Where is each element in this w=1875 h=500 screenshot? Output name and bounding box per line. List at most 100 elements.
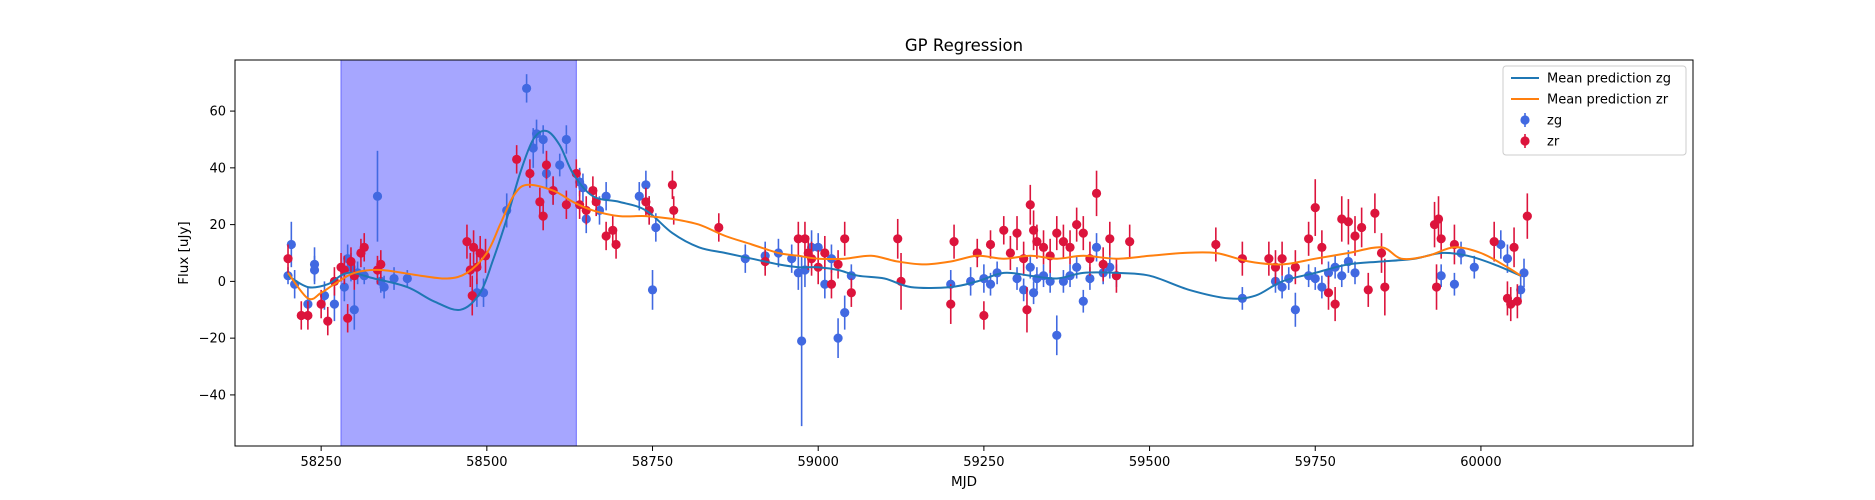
data-point-zr — [949, 237, 959, 247]
data-point-zg — [1469, 262, 1479, 272]
legend-label: zr — [1547, 135, 1560, 150]
data-point-zr — [1211, 239, 1221, 250]
data-point-zr — [1005, 248, 1015, 258]
data-point-zr — [359, 242, 369, 252]
data-point-zg — [372, 191, 383, 201]
data-point-zr — [376, 259, 386, 269]
data-point-zr — [1065, 242, 1075, 252]
data-point-zr — [826, 279, 837, 289]
data-point-zr — [1512, 296, 1522, 306]
data-point-zg — [1436, 271, 1446, 281]
x-tick-label: 59500 — [1129, 455, 1170, 470]
data-point-zg — [1449, 279, 1460, 289]
data-point-zr — [1290, 262, 1300, 272]
data-point-zg — [1519, 268, 1529, 278]
data-point-zr — [1310, 202, 1320, 213]
data-point-zr — [538, 211, 548, 221]
data-point-zg — [286, 239, 296, 250]
data-point-zg — [1317, 282, 1327, 292]
data-point-zr — [1509, 242, 1519, 252]
data-point-zg — [1091, 242, 1102, 252]
legend-box — [1502, 65, 1687, 156]
y-tick-label: −40 — [199, 388, 226, 403]
data-point-zr — [1330, 299, 1340, 309]
data-point-zr — [1343, 217, 1353, 227]
plot-frame — [234, 59, 1694, 447]
data-point-zr — [283, 254, 293, 264]
x-axis-ticks: 58250 58500 58750 59000 59250 59500 59750 60000 — [300, 446, 1502, 470]
data-point-zr — [525, 168, 535, 179]
data-point-zg — [1052, 330, 1062, 340]
data-point-zg — [813, 242, 823, 252]
data-point-zr — [1032, 237, 1042, 247]
y-tick-label: 0 — [218, 275, 226, 290]
data-point-zr — [467, 290, 477, 301]
data-point-zg — [561, 134, 571, 145]
mean-prediction-layer — [287, 129, 1522, 311]
data-point-zr — [1025, 200, 1035, 210]
y-tick-label: 40 — [209, 161, 226, 176]
data-point-zr — [946, 299, 956, 309]
y-axis-ticks: −40 −20 0 20 40 60 — [199, 105, 235, 403]
data-point-zr — [1098, 259, 1108, 269]
data-point-zr — [611, 239, 621, 250]
line-mean-prediction-zg — [287, 129, 1522, 311]
data-point-zg — [1310, 273, 1320, 284]
data-point-zr — [833, 259, 843, 269]
highlight-band — [340, 59, 577, 447]
data-point-zg — [985, 279, 996, 289]
data-point-zr — [800, 234, 810, 244]
line-mean-prediction-zr — [287, 183, 1522, 301]
data-point-zr — [1376, 248, 1387, 258]
x-tick-label: 58250 — [300, 455, 341, 470]
data-point-zr — [535, 197, 545, 207]
data-point-zg — [1277, 282, 1287, 292]
data-point-zg — [555, 160, 565, 170]
data-point-zg — [797, 336, 807, 346]
data-point-zg — [651, 222, 661, 233]
legend-swatch-marker — [1520, 115, 1530, 125]
legend-label: Mean prediction zr — [1547, 93, 1669, 108]
data-point-zr — [1357, 222, 1367, 233]
data-point-zg — [522, 83, 532, 93]
legend-item-zr: zr — [1520, 134, 1560, 150]
data-point-zr — [1105, 234, 1115, 244]
data-point-zr — [893, 234, 903, 244]
data-point-zr — [820, 248, 830, 258]
data-point-zr — [1489, 237, 1499, 247]
x-tick-label: 60000 — [1460, 455, 1501, 470]
data-point-zg — [309, 265, 320, 275]
data-point-zg — [647, 285, 658, 295]
data-point-zr — [999, 225, 1009, 235]
data-point-zr — [1264, 254, 1274, 264]
data-point-zg — [1025, 262, 1035, 272]
data-point-zr — [1028, 225, 1039, 235]
data-point-zg — [349, 305, 359, 315]
data-point-zg — [601, 191, 611, 201]
data-point-zr — [979, 310, 989, 321]
data-point-zr — [1522, 211, 1532, 221]
data-point-zr — [1277, 254, 1287, 264]
data-point-zg — [1350, 268, 1360, 278]
y-tick-label: 20 — [209, 218, 226, 233]
data-point-zr — [1317, 242, 1327, 252]
data-point-zg — [1502, 254, 1513, 264]
data-point-zg — [339, 282, 349, 292]
data-point-zr — [846, 288, 856, 298]
data-point-zr — [316, 299, 326, 309]
data-point-zg — [820, 279, 830, 289]
x-tick-label: 59000 — [798, 455, 839, 470]
highlight-band-layer — [340, 59, 577, 447]
data-point-zr — [462, 237, 472, 247]
data-point-zr — [1038, 242, 1049, 252]
legend-label: zg — [1547, 114, 1562, 129]
data-point-zr — [1363, 285, 1373, 295]
legend-item-zg: zg — [1520, 113, 1562, 129]
data-point-zr — [601, 231, 611, 241]
data-point-zg — [402, 273, 412, 284]
data-point-zr — [793, 234, 803, 244]
data-point-zr — [303, 310, 313, 321]
data-point-zr — [1091, 188, 1102, 198]
data-point-zr — [346, 256, 356, 267]
data-point-zr — [1323, 288, 1334, 298]
